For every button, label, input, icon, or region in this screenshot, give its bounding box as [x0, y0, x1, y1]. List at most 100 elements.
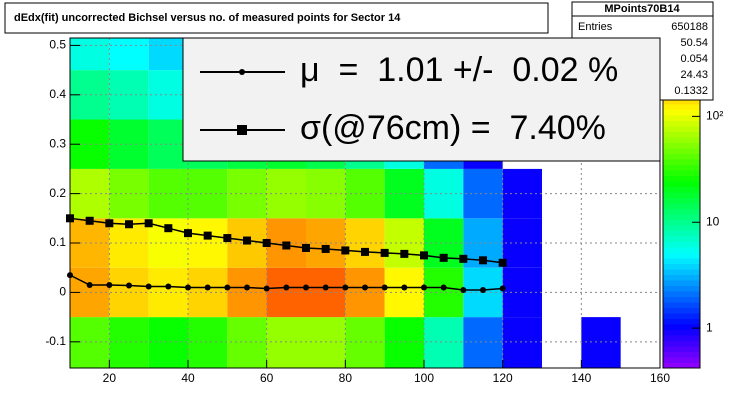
profile-point	[361, 247, 369, 256]
profile-point	[262, 239, 271, 248]
stats-title: MPoints70B14	[604, 3, 680, 15]
profile-point	[144, 219, 153, 228]
y-tick-label: 0	[59, 285, 66, 299]
z-tick-label: 10	[706, 214, 720, 228]
profile-point	[263, 285, 270, 292]
chart-title: dEdx(fit) uncorrected Bichsel versus no.…	[14, 12, 401, 24]
color-step	[663, 203, 700, 209]
stats-value: 50.54	[680, 37, 708, 49]
color-step	[663, 131, 700, 138]
color-step	[663, 274, 700, 281]
color-step	[663, 225, 700, 231]
color-step	[663, 269, 700, 275]
legend-marker	[239, 69, 245, 75]
color-step	[663, 175, 700, 182]
color-step	[663, 340, 700, 347]
stats-value: 24.43	[680, 69, 708, 81]
x-tick-label: 60	[260, 371, 274, 385]
z-tick-label: 1	[706, 320, 713, 334]
x-tick-label: 40	[181, 371, 195, 385]
x-tick-label: 100	[414, 371, 434, 385]
y-tick-label: 0.4	[49, 87, 66, 101]
profile-point	[184, 229, 192, 238]
color-step	[663, 357, 700, 363]
profile-point	[223, 234, 232, 243]
profile-point	[498, 258, 507, 267]
profile-point	[105, 219, 114, 228]
stats-value: 650188	[671, 21, 708, 33]
color-step	[663, 208, 700, 215]
profile-point	[145, 283, 152, 290]
color-step	[663, 296, 700, 303]
color-step	[663, 115, 700, 121]
heat-cell	[266, 317, 306, 368]
profile-point	[244, 284, 250, 291]
color-step	[663, 159, 700, 165]
color-step	[663, 137, 700, 143]
color-step	[663, 247, 700, 253]
x-tick-label: 140	[571, 371, 591, 385]
heat-cell	[502, 317, 542, 368]
x-tick-label: 160	[650, 371, 670, 385]
z-tick-label: 10²	[706, 109, 723, 123]
color-step	[663, 98, 700, 105]
title-box	[4, 2, 549, 34]
profile-point	[282, 241, 291, 250]
y-tick-label: 0.1	[49, 235, 66, 249]
profile-point	[400, 249, 409, 258]
heat-cell	[148, 267, 188, 318]
y-tick-label: -0.1	[45, 334, 66, 348]
color-bar: 1 10 10²	[662, 37, 723, 369]
x-tick-label: 120	[493, 371, 513, 385]
axes: 20 40 60 80 100 120 140 160 -0.1 0 0.1 0.2 0.3 0.4 0.5	[45, 38, 670, 386]
legend-label: σ(@76cm) = 7.40%	[300, 109, 606, 147]
color-step	[663, 252, 700, 259]
color-step	[663, 219, 700, 226]
profile-point	[165, 283, 172, 290]
profile-point	[499, 285, 506, 292]
profile-point	[362, 284, 368, 291]
heat-cell	[148, 317, 188, 368]
heat-cell	[424, 317, 464, 368]
stats-value: 0.054	[680, 53, 708, 65]
heat-cell	[70, 38, 110, 71]
profile-point	[164, 224, 173, 233]
legend-marker	[237, 125, 247, 135]
profile-point	[439, 253, 448, 262]
color-step	[663, 346, 700, 352]
profile-point	[185, 284, 191, 291]
heat-cell	[463, 317, 503, 368]
color-step	[663, 241, 700, 248]
color-step	[663, 318, 700, 325]
legend-label: μ = 1.01 +/- 0.02 %	[300, 51, 618, 89]
x-tick-label: 20	[103, 371, 117, 385]
color-step	[663, 164, 700, 171]
color-step	[663, 258, 700, 264]
profile-point	[224, 284, 231, 291]
color-step	[663, 280, 700, 286]
profile-point	[342, 284, 349, 291]
heat-cell	[227, 317, 267, 368]
color-step	[663, 362, 700, 369]
color-step	[663, 120, 700, 127]
color-step	[663, 335, 700, 341]
profile-point	[303, 284, 309, 291]
color-step	[663, 197, 700, 204]
x-tick-label: 80	[339, 371, 353, 385]
heat-cell	[148, 119, 188, 169]
color-step	[663, 192, 700, 198]
stats-value: 0.1332	[674, 85, 708, 97]
profile-point	[380, 248, 389, 257]
profile-point	[440, 284, 447, 291]
heat-cell	[424, 168, 464, 219]
color-step	[663, 263, 700, 270]
profile-point	[421, 284, 427, 291]
profile-point	[322, 284, 329, 291]
color-step	[663, 230, 700, 237]
profile-point	[243, 236, 251, 245]
heat-cell	[345, 317, 385, 368]
color-step	[663, 109, 700, 116]
profile-point	[204, 284, 211, 291]
color-step	[663, 324, 700, 330]
y-tick-label: 0.5	[49, 38, 66, 52]
